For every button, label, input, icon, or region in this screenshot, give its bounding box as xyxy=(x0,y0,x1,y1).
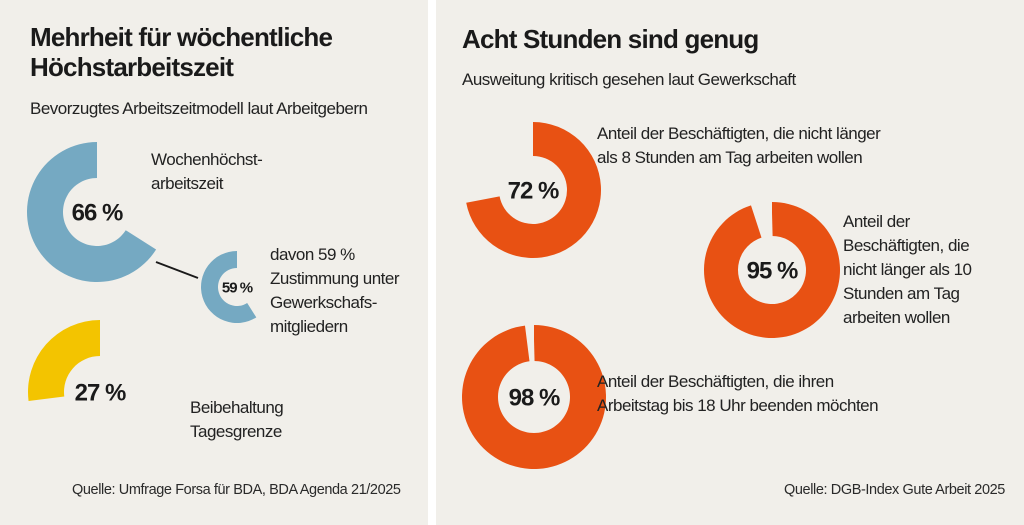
donut-arc-0-0 xyxy=(27,142,157,283)
left-title-line1: Mehrheit für wöchentliche xyxy=(30,22,333,52)
label-line: Beschäftigten, die xyxy=(843,236,970,255)
donut-gap xyxy=(530,323,535,363)
donut-arc-1-1 xyxy=(704,202,840,338)
donut-gap xyxy=(768,200,773,238)
donut-arc-1-0 xyxy=(466,122,601,258)
donut-value-label: 59 % xyxy=(222,279,253,296)
label-8-stunden: Anteil der Beschäftigten, die nicht läng… xyxy=(597,122,881,170)
left-title-line2: Höchstarbeitszeit xyxy=(30,52,234,82)
label-line: Tagesgrenze xyxy=(190,422,282,441)
left-subtitle: Bevorzugtes Arbeitszeitmodell laut Arbei… xyxy=(30,99,368,118)
donut-arc-0-1 xyxy=(201,251,257,324)
donut-arc-0-2 xyxy=(28,320,101,402)
label-line: davon 59 % xyxy=(270,245,355,264)
label-line: Anteil der Beschäftigten, die nicht läng… xyxy=(597,124,881,143)
label-line: Zustimmung unter xyxy=(270,269,400,288)
label-line: mitgliedern xyxy=(270,317,348,336)
label-line: nicht länger als 10 xyxy=(843,260,972,279)
label-gewerkschaftsmitglieder: davon 59 % Zustimmung unter Gewerkschafs… xyxy=(270,243,400,339)
right-source: Quelle: DGB-Index Gute Arbeit 2025 xyxy=(784,482,1005,498)
label-line: als 8 Stunden am Tag arbeiten wollen xyxy=(597,148,863,167)
label-10-stunden: Anteil der Beschäftigten, die nicht läng… xyxy=(843,210,972,330)
label-line: arbeitszeit xyxy=(151,174,223,193)
label-line: Arbeitstag bis 18 Uhr beenden möchten xyxy=(597,396,879,415)
donut-value-label: 72 % xyxy=(508,178,559,205)
donut-value-label: 95 % xyxy=(747,258,798,285)
right-subtitle: Ausweitung kritisch gesehen laut Gewerks… xyxy=(462,70,796,89)
donut-value-label: 98 % xyxy=(509,385,560,412)
label-wochenhoechstarbeitszeit: Wochenhöchst- arbeitszeit xyxy=(151,148,263,196)
donut-arc-1-2 xyxy=(462,325,607,470)
label-line: Anteil der xyxy=(843,212,910,231)
label-line: arbeiten wollen xyxy=(843,308,950,327)
label-18-uhr: Anteil der Beschäftigten, die ihren Arbe… xyxy=(597,370,879,418)
label-line: Beibehaltung xyxy=(190,398,284,417)
label-line: Wochenhöchst- xyxy=(151,150,263,169)
left-title: Mehrheit für wöchentliche Höchstarbeitsz… xyxy=(30,22,333,82)
donut-value-label: 27 % xyxy=(75,380,126,407)
left-source: Quelle: Umfrage Forsa für BDA, BDA Agend… xyxy=(72,482,401,498)
donut-value-label: 66 % xyxy=(72,200,123,227)
label-line: Gewerkschafs- xyxy=(270,293,377,312)
label-tagesgrenze: Beibehaltung Tagesgrenze xyxy=(190,396,284,444)
right-title: Acht Stunden sind genug xyxy=(462,24,759,54)
connector-line xyxy=(155,261,199,279)
label-line: Stunden am Tag xyxy=(843,284,960,303)
label-line: Anteil der Beschäftigten, die ihren xyxy=(597,372,834,391)
